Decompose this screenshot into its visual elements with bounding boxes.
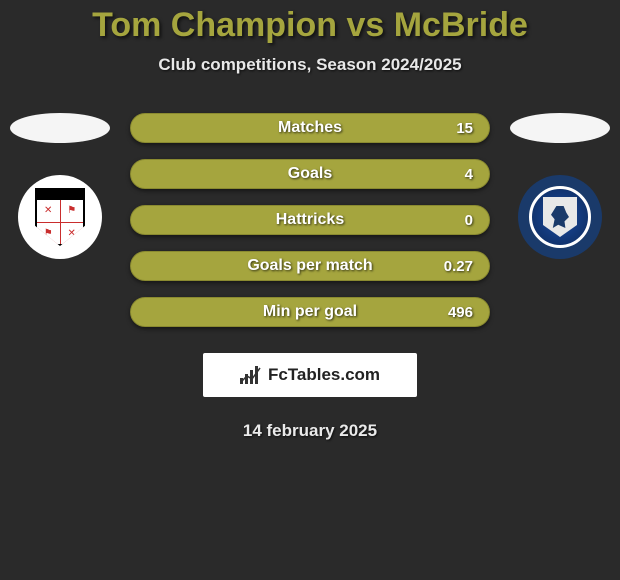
comparison-card: Tom Champion vs McBride Club competition…	[0, 0, 620, 441]
stat-label: Goals per match	[247, 257, 372, 275]
body-row: ✕⚑⚑✕ Matches 15 Goals 4 Hattricks 0 Goal…	[0, 113, 620, 327]
stat-value-right: 0.27	[444, 258, 473, 275]
club-badge-left: ✕⚑⚑✕	[18, 175, 102, 259]
stat-label: Min per goal	[263, 303, 357, 321]
club-badge-right	[518, 175, 602, 259]
stat-value-right: 0	[465, 212, 473, 229]
fctables-logo-icon	[240, 366, 262, 384]
date-text: 14 february 2025	[0, 421, 620, 441]
page-title: Tom Champion vs McBride	[0, 6, 620, 45]
stat-bar-goals-per-match: Goals per match 0.27	[130, 251, 490, 281]
branding-box[interactable]: FcTables.com	[203, 353, 417, 397]
player-right-column	[510, 113, 610, 259]
stat-bar-min-per-goal: Min per goal 496	[130, 297, 490, 327]
stat-label: Hattricks	[276, 211, 344, 229]
woking-shield-icon: ✕⚑⚑✕	[35, 188, 85, 246]
stat-value-right: 15	[456, 120, 473, 137]
stat-bar-matches: Matches 15	[130, 113, 490, 143]
player-right-avatar	[510, 113, 610, 143]
stat-value-right: 496	[448, 304, 473, 321]
player-left-column: ✕⚑⚑✕	[10, 113, 110, 259]
page-subtitle: Club competitions, Season 2024/2025	[0, 55, 620, 75]
stat-label: Matches	[278, 119, 342, 137]
branding-text: FcTables.com	[268, 365, 380, 385]
stats-column: Matches 15 Goals 4 Hattricks 0 Goals per…	[110, 113, 510, 327]
player-left-avatar	[10, 113, 110, 143]
stat-bar-goals: Goals 4	[130, 159, 490, 189]
stat-value-right: 4	[465, 166, 473, 183]
stat-label: Goals	[288, 165, 332, 183]
stat-bar-hattricks: Hattricks 0	[130, 205, 490, 235]
rochdale-shield-icon	[529, 186, 591, 248]
